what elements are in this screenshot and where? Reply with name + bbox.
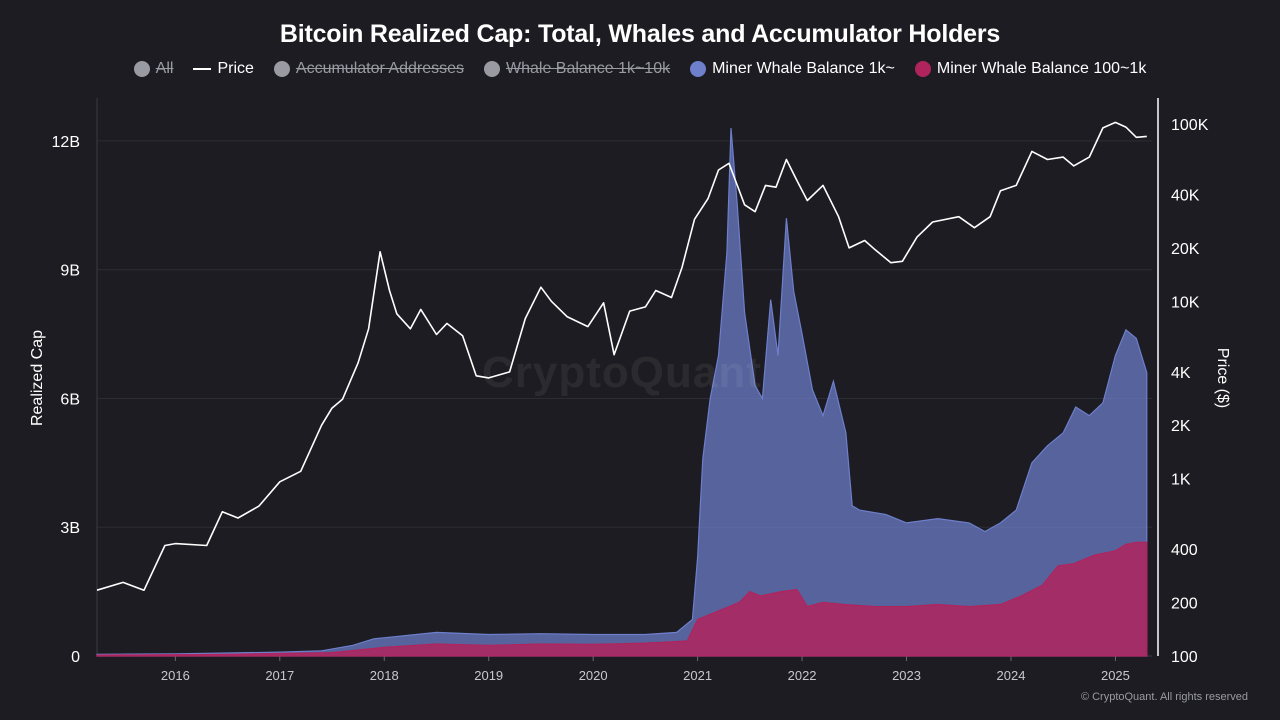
y2-tick-label: 10K xyxy=(1171,294,1200,311)
series-line-price xyxy=(96,121,1147,591)
chart-title: Bitcoin Realized Cap: Total, Whales and … xyxy=(279,20,1001,48)
y2-tick-label: 400 xyxy=(1171,542,1198,559)
y-tick-label: 3B xyxy=(60,520,80,537)
y-tick-label: 12B xyxy=(52,134,80,151)
legend-marker xyxy=(914,61,931,77)
legend-marker xyxy=(133,61,150,77)
legend-marker xyxy=(273,61,290,77)
legend-item-accumulator-addresses[interactable]: Accumulator Addresses xyxy=(273,60,464,78)
legend-marker xyxy=(483,61,500,77)
y2-tick-label: 100K xyxy=(1171,117,1209,134)
y-tick-label: 9B xyxy=(60,263,80,280)
x-tick-label: 2019 xyxy=(474,668,503,683)
copyright-notice: © CryptoQuant. All rights reserved xyxy=(1080,691,1248,703)
y-axis-right-label: Price ($) xyxy=(1214,347,1231,409)
y2-tick-label: 4K xyxy=(1171,365,1191,382)
x-tick-label: 2018 xyxy=(370,668,399,683)
legend-marker xyxy=(193,68,212,70)
legend-item-price[interactable]: Price xyxy=(193,60,254,78)
legend-label: Miner Whale Balance 100~1k xyxy=(936,60,1147,77)
legend-label: Price xyxy=(217,60,254,77)
x-tick-label: 2016 xyxy=(161,668,190,683)
y-tick-label: 0 xyxy=(71,649,80,666)
y-tick-label: 6B xyxy=(60,391,80,408)
y2-tick-label: 20K xyxy=(1171,241,1200,258)
x-tick-label: 2017 xyxy=(265,668,294,683)
legend-item-miner-whale-balance-100-1k[interactable]: Miner Whale Balance 100~1k xyxy=(914,60,1147,78)
legend-label: Whale Balance 1k~10k xyxy=(505,60,671,77)
y2-tick-label: 40K xyxy=(1171,187,1200,204)
x-tick-label: 2023 xyxy=(892,668,921,683)
x-tick-label: 2020 xyxy=(579,668,608,683)
chart-legend: All Price Accumulator Addresses Whale Balan… xyxy=(0,60,1280,78)
legend-label: All xyxy=(155,60,174,77)
legend-item-miner-whale-balance-1k[interactable]: Miner Whale Balance 1k~ xyxy=(690,60,895,78)
series-area-miner-whale-balance-1k xyxy=(96,127,1148,657)
x-tick-label: 2025 xyxy=(1101,668,1130,683)
legend-item-whale-balance-1k-10k[interactable]: Whale Balance 1k~10k xyxy=(483,60,671,78)
series-area-miner-whale-balance-100-1k xyxy=(96,541,1148,657)
y2-tick-label: 1K xyxy=(1171,472,1191,489)
y2-tick-label: 100 xyxy=(1171,649,1198,666)
x-tick-label: 2024 xyxy=(997,668,1026,683)
x-tick-label: 2021 xyxy=(683,668,712,683)
y2-tick-label: 200 xyxy=(1171,596,1198,613)
legend-label: Accumulator Addresses xyxy=(295,60,464,77)
legend-marker xyxy=(690,61,707,77)
x-tick-label: 2022 xyxy=(788,668,817,683)
watermark: CryptoQuant xyxy=(482,348,762,397)
legend-label: Miner Whale Balance 1k~ xyxy=(712,60,895,77)
y2-tick-label: 2K xyxy=(1171,418,1191,435)
y-axis-left-label: Realized Cap xyxy=(29,329,46,427)
legend-item-all[interactable]: All xyxy=(133,60,174,78)
